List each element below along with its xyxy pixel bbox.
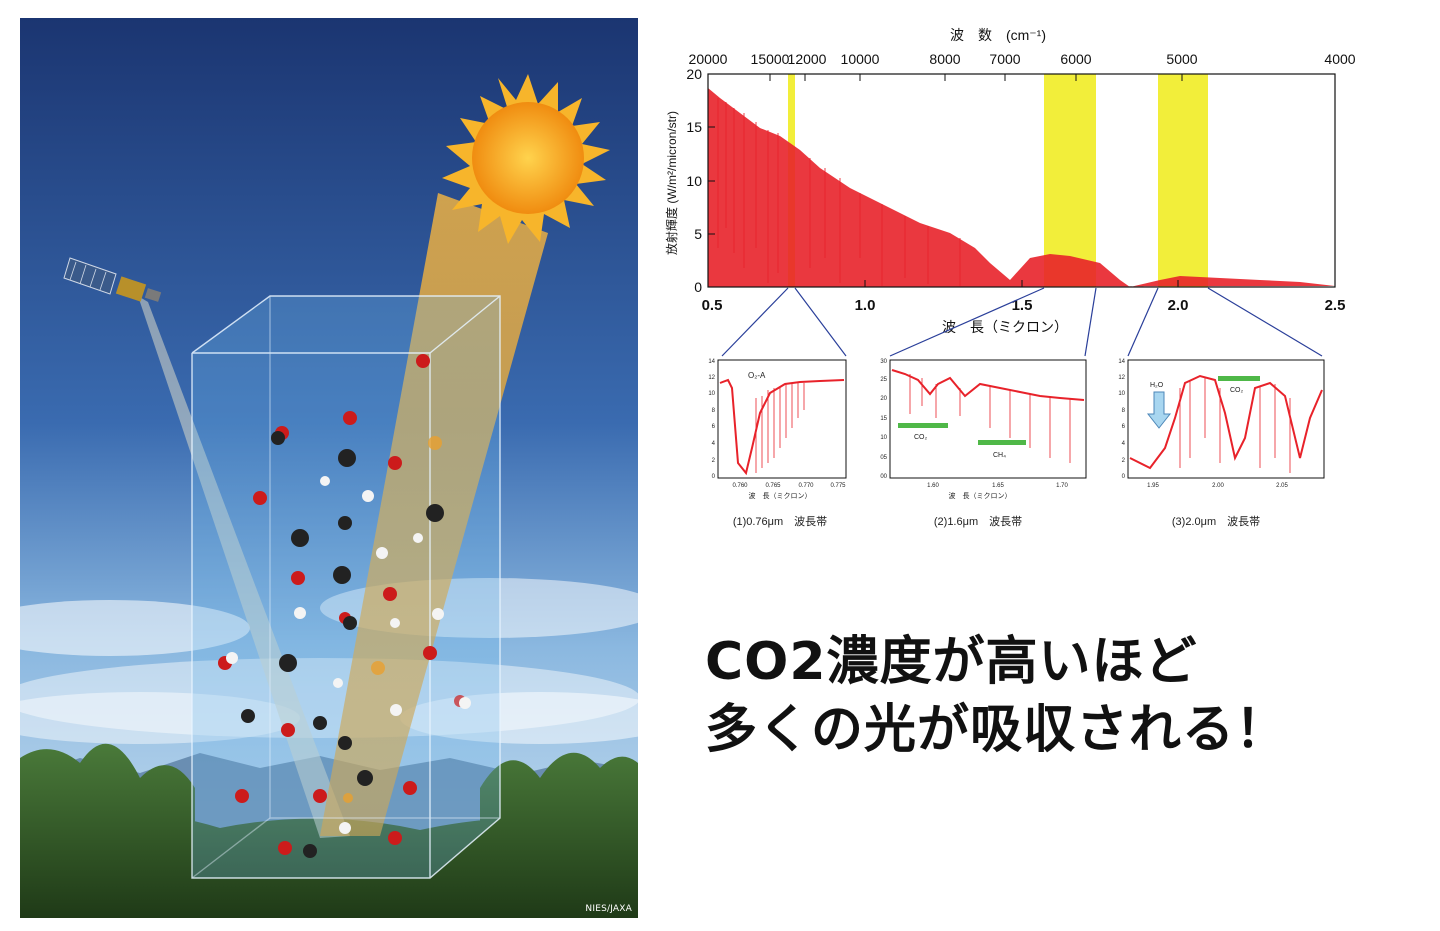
gosat-illustration: NIES/JAXA	[20, 18, 638, 918]
inset-y-tick: 4	[712, 441, 716, 447]
satellite-beam	[138, 296, 350, 838]
inset-y-tick: 14	[1118, 359, 1125, 365]
inset-y-tick: 4	[1122, 441, 1126, 447]
inset-y-tick: 8	[1122, 408, 1126, 414]
molecules	[218, 354, 471, 858]
headline-line-2: 多くの光が吸収される！	[705, 700, 1289, 760]
y-tick-label: 15	[686, 119, 702, 135]
inset-y-tick: 25	[880, 377, 887, 383]
inset-y-tick: 8	[712, 408, 716, 414]
inset-y-tick: 05	[880, 455, 887, 461]
inset-y-tick: 00	[880, 474, 887, 480]
main-spectrum-chart: 波 数 (cm⁻¹) 20000 15000 12000 10000 8000 …	[664, 27, 1356, 335]
h2o-arrow-icon	[1146, 391, 1172, 429]
y-tick-label: 0	[694, 279, 702, 295]
band-highlight	[1158, 74, 1208, 287]
species-label: CH₄	[993, 452, 1006, 459]
x-tick-label: 2.0	[1168, 297, 1189, 314]
inset-y-tick: 10	[880, 435, 887, 441]
inset-x-tick: 0.765	[765, 483, 781, 489]
x-tick-label: 0.5	[702, 297, 723, 314]
inset-x-tick: 0.775	[830, 483, 846, 489]
co2-band-marker	[898, 423, 948, 428]
radiance-spectrum-line	[708, 88, 1335, 287]
image-credit: NIES/JAXA	[585, 904, 632, 914]
top-axis-title: 波 数 (cm⁻¹)	[950, 27, 1046, 43]
species-label: CO₂	[914, 434, 928, 441]
inset-y-tick: 6	[1122, 424, 1126, 430]
illustration-canvas	[20, 18, 638, 918]
inset-spectrum-line	[1129, 374, 1323, 470]
inset-y-tick: 30	[880, 359, 887, 365]
satellite-icon	[63, 257, 162, 302]
inset-x-tick: 2.00	[1212, 483, 1224, 489]
top-tick-label: 5000	[1166, 51, 1197, 67]
inset-y-tick: 15	[880, 416, 887, 422]
band-highlight	[1044, 74, 1096, 287]
inset-y-tick: 2	[712, 458, 716, 464]
zoom-arrows	[721, 287, 1323, 357]
spectrum-figure: 波 数 (cm⁻¹) 20000 15000 12000 10000 8000 …	[660, 18, 1380, 543]
sun-icon	[442, 74, 610, 244]
inset-caption: (3)2.0μm 波長帯	[1172, 515, 1260, 528]
top-tick-label: 15000	[751, 51, 790, 67]
top-tick-label: 8000	[929, 51, 960, 67]
y-tick-label: 10	[686, 173, 702, 189]
inset-spectrum-line	[891, 369, 1085, 401]
inset-x-tick: 2.05	[1276, 483, 1288, 489]
inset-chart-16: CO₂ CH₄ 00 05 10 15 20 25 30 1.60 1.65 1.70 波 長（…	[880, 359, 1087, 528]
tick-marks	[707, 73, 1336, 288]
species-label: H₂O	[1150, 382, 1164, 389]
x-axis-label: 波 長（ミクロン）	[942, 319, 1068, 335]
top-tick-label: 7000	[989, 51, 1020, 67]
inset-caption: (1)0.76μm 波長帯	[733, 515, 827, 528]
headline-line-1: CO2濃度が高いほど	[705, 632, 1198, 692]
inset-x-tick: 0.760	[732, 483, 748, 489]
x-tick-label: 2.5	[1325, 297, 1346, 314]
inset-x-tick: 1.95	[1147, 483, 1159, 489]
inset-y-tick: 20	[880, 396, 887, 402]
inset-x-label: 波 長（ミクロン）	[949, 491, 1012, 500]
headline: CO2濃度が高いほど 多くの光が吸収される！	[705, 628, 1405, 764]
inset-x-tick: 1.70	[1056, 483, 1068, 489]
inset-y-tick: 10	[708, 391, 715, 397]
co2-band-marker	[1218, 376, 1260, 381]
inset-y-tick: 0	[712, 474, 716, 480]
top-tick-label: 4000	[1324, 51, 1355, 67]
inset-y-tick: 14	[708, 359, 715, 365]
inset-x-tick: 1.60	[927, 483, 939, 489]
inset-y-tick: 12	[708, 375, 715, 381]
inset-y-tick: 0	[1122, 474, 1126, 480]
inset-x-tick: 0.770	[798, 483, 814, 489]
top-tick-label: 6000	[1060, 51, 1091, 67]
inset-y-tick: 10	[1118, 391, 1125, 397]
inset-x-tick: 1.65	[992, 483, 1004, 489]
x-tick-label: 1.5	[1012, 297, 1033, 314]
y-tick-label: 5	[694, 226, 702, 242]
top-tick-label: 10000	[841, 51, 880, 67]
spectrum-canvas: 波 数 (cm⁻¹) 20000 15000 12000 10000 8000 …	[664, 27, 1356, 528]
y-axis-label: 放射輝度 (W/m²/micron/str)	[664, 111, 679, 255]
inset-caption: (2)1.6μm 波長帯	[934, 515, 1022, 528]
inset-x-label: 波 長（ミクロン）	[749, 491, 812, 500]
top-tick-label: 20000	[689, 51, 728, 67]
species-label: CO₂	[1230, 387, 1244, 394]
inset-y-tick: 12	[1118, 375, 1125, 381]
species-label: O₂-A	[748, 371, 766, 380]
inset-chart-20: H₂O CO₂ 0 2 4 6 8 10 12 14 1.95 2.00 2.05 (3)2.0μ…	[1118, 359, 1325, 528]
inset-chart-076: O₂-A 0 2 4 6 8 10 12 14 0.760 0.765 0.770 0.775 波 …	[708, 359, 847, 528]
y-tick-label: 20	[686, 66, 702, 82]
inset-y-tick: 2	[1122, 458, 1126, 464]
ch4-band-marker	[978, 440, 1026, 445]
top-tick-label: 12000	[788, 51, 827, 67]
inset-y-tick: 6	[712, 424, 716, 430]
x-tick-label: 1.0	[855, 297, 876, 314]
